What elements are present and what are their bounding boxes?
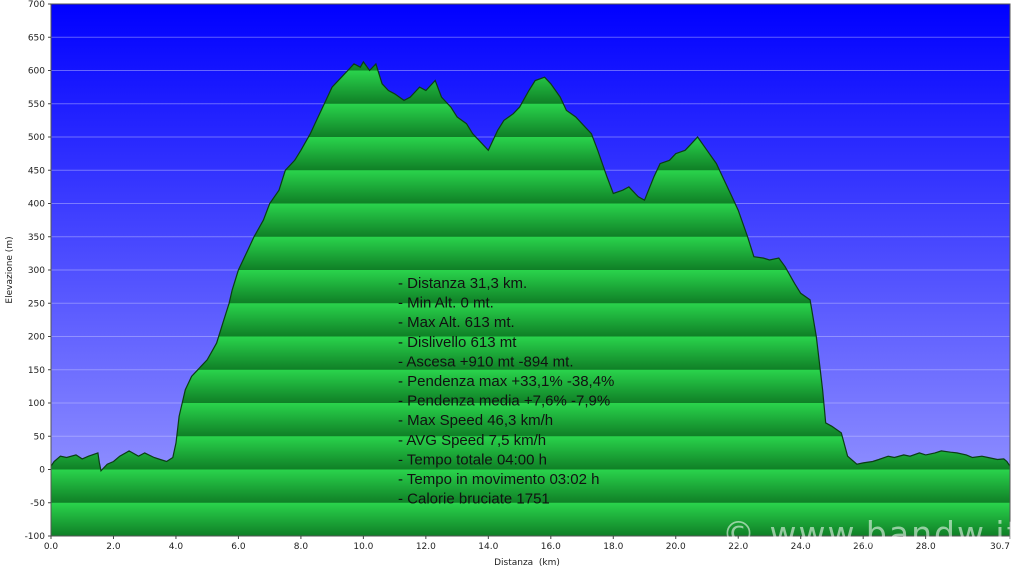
x-tick-label: 30.7: [990, 542, 1010, 552]
x-tick-label: 8.0: [294, 542, 309, 552]
y-tick-label: 600: [28, 67, 45, 77]
x-tick-label: 14.0: [478, 542, 498, 552]
stats-line: - Pendenza max +33,1% -38,4%: [398, 373, 614, 390]
x-tick-label: 6.0: [231, 542, 246, 552]
elevation-area: [51, 61, 1010, 536]
stats-line: - Tempo in movimento 03:02 h: [398, 471, 600, 488]
stats-line: - Pendenza media +7,6% -7,9%: [398, 393, 610, 410]
y-axis: 7006506005505004504003503002502001501005…: [25, 0, 51, 542]
y-tick-label: 650: [28, 33, 45, 43]
stats-annotations: - Distanza 31,3 km. - Min Alt. 0 mt. - Max…: [398, 275, 614, 508]
y-tick-label: 250: [28, 299, 45, 309]
x-tick-label: 0.0: [44, 542, 59, 552]
stats-line: - Calorie bruciate 1751: [398, 491, 550, 508]
elevation-line: [51, 60, 1010, 473]
stats-line: - Tempo totale 04:00 h: [398, 451, 547, 468]
stats-line: - Max Alt. 613 mt.: [398, 314, 515, 331]
y-tick-label: 100: [28, 399, 45, 409]
stats-line: - Max Speed 46,3 km/h: [398, 412, 553, 429]
y-tick-label: -50: [30, 499, 45, 509]
y-tick-label: 150: [28, 366, 45, 376]
x-tick-label: 4.0: [169, 542, 184, 552]
stats-line: - Distanza 31,3 km.: [398, 275, 527, 292]
x-axis: 0.0 2.0 4.0 6.0 8.0 10.0 12.0 14.0 16.0 18.0 20.0 2…: [44, 536, 1011, 552]
y-tick-label: 550: [28, 100, 45, 110]
stats-line: - Min Alt. 0 mt.: [398, 295, 494, 312]
y-tick-label: 500: [28, 133, 45, 143]
y-tick-label: -100: [25, 532, 46, 542]
y-tick-label: 200: [28, 333, 45, 343]
y-tick-label: 700: [28, 0, 45, 10]
x-tick-label: 16.0: [541, 542, 561, 552]
x-tick-label: 18.0: [603, 542, 623, 552]
x-tick-label: 12.0: [416, 542, 436, 552]
x-tick-label: 20.0: [666, 542, 686, 552]
x-tick-label: 10.0: [353, 542, 373, 552]
y-tick-label: 350: [28, 233, 45, 243]
x-axis-title: Distanza (km): [494, 558, 560, 568]
x-tick-label: 24.0: [791, 542, 811, 552]
x-tick-label: 28.0: [916, 542, 936, 552]
y-tick-label: 300: [28, 266, 45, 276]
y-tick-label: 450: [28, 166, 45, 176]
x-tick-label: 26.0: [853, 542, 873, 552]
y-tick-label: 400: [28, 200, 45, 210]
y-tick-label: 0: [39, 466, 45, 476]
stats-line: - AVG Speed 7,5 km/h: [398, 432, 546, 449]
x-tick-label: 2.0: [106, 542, 121, 552]
stats-line: - Dislivello 613 mt: [398, 334, 517, 351]
stats-line: - Ascesa +910 mt -894 mt.: [398, 353, 574, 370]
y-tick-label: 50: [34, 432, 46, 442]
y-axis-title: Elevazione (m): [5, 236, 15, 303]
watermark: © www.bandw.it: [722, 514, 1022, 553]
x-tick-label: 22.0: [728, 542, 748, 552]
